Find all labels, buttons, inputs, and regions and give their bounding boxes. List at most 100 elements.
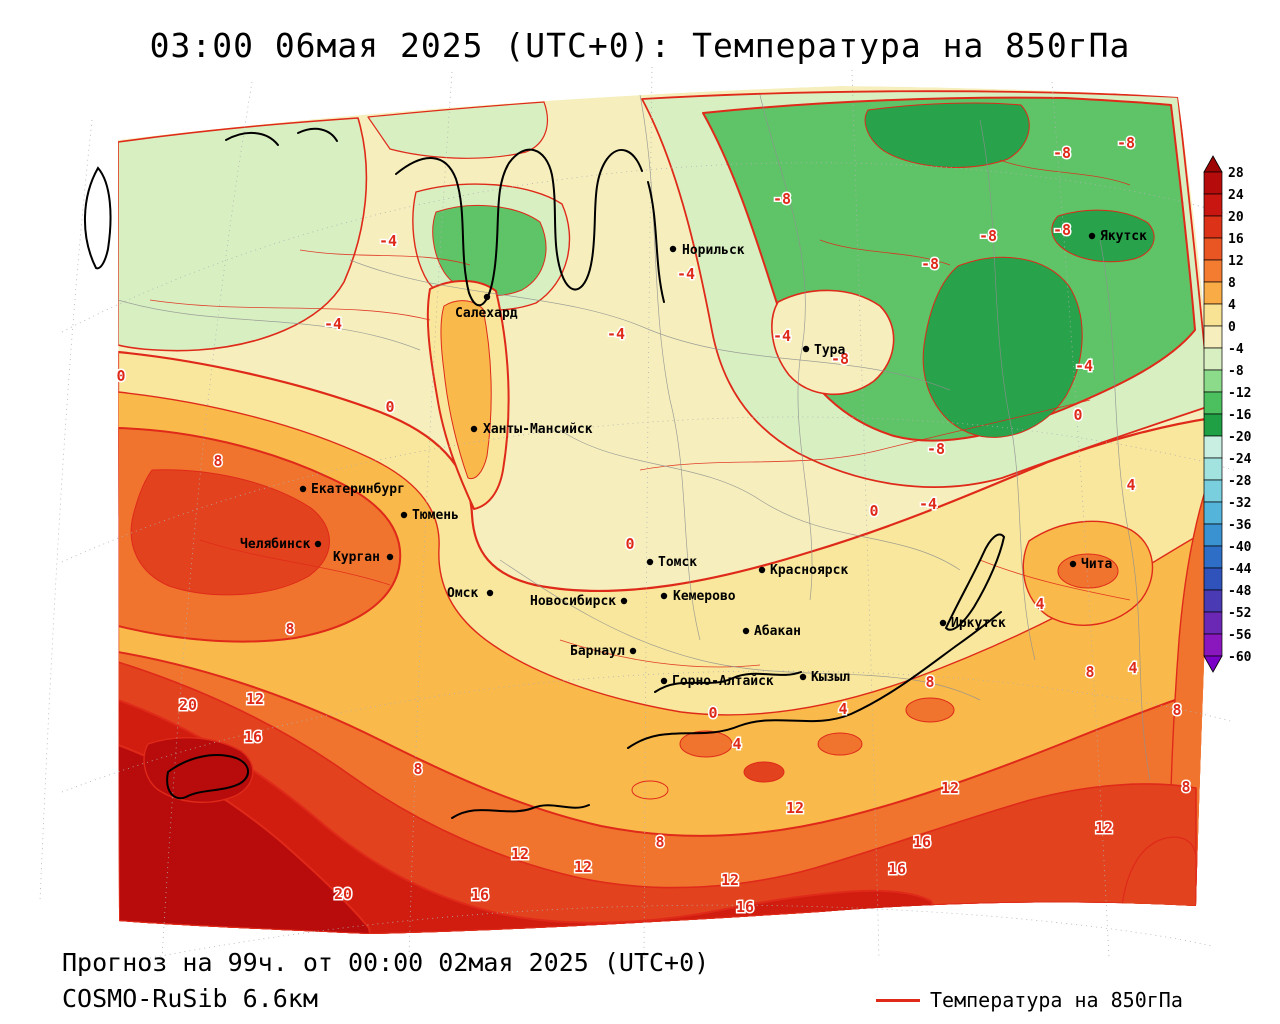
colorbar-tick-label: -36	[1228, 518, 1252, 533]
colorbar-tick-label: -24	[1228, 452, 1252, 467]
colorbar-cell	[1203, 567, 1223, 591]
contour-value-label: -4	[919, 495, 937, 513]
city-label: Омск	[447, 586, 478, 601]
colorbar-arrow-top	[1203, 155, 1223, 173]
city-dot	[660, 592, 668, 600]
colorbar-cell	[1203, 193, 1223, 217]
colorbar-tick-label: 12	[1228, 254, 1244, 269]
city-label: Якутск	[1100, 229, 1147, 244]
city-label: Иркутск	[951, 616, 1006, 631]
colorbar-tick-label: -28	[1228, 474, 1252, 489]
contour-value-label: 0	[869, 502, 878, 520]
contour-value-label: -8	[773, 190, 791, 208]
colorbar-tick-label: -12	[1228, 386, 1251, 401]
city-dot	[483, 293, 491, 301]
contour-value-label: 12	[511, 845, 529, 863]
contour-value-label: 0	[385, 398, 394, 416]
contour-value-label: 12	[786, 799, 804, 817]
contour-value-label: 12	[941, 779, 959, 797]
forecast-info: Прогноз на 99ч. от 00:00 02мая 2025 (UTC…	[62, 948, 710, 977]
colorbar-cell	[1203, 589, 1223, 613]
contour-value-label: 8	[1085, 663, 1094, 681]
temp-blob-altai-2	[743, 761, 785, 783]
contour-value-label: 4	[1126, 476, 1135, 494]
city-label: Красноярск	[770, 563, 848, 578]
city-dot	[742, 627, 750, 635]
city-label: Норильск	[682, 243, 745, 258]
colorbar-cell	[1203, 611, 1223, 635]
temp-band-dark-green-c	[1051, 209, 1155, 263]
contour-value-label: -8	[927, 440, 945, 458]
contour-value-label: 16	[888, 860, 906, 878]
geographic-features	[83, 127, 1006, 819]
city-label: Салехард	[455, 306, 518, 321]
city-dot	[669, 245, 677, 253]
temp-band-dark-green-a	[864, 102, 1030, 168]
colorbar-tick-label: 24	[1228, 188, 1244, 203]
state-border-mongolia	[627, 611, 1002, 749]
temp-blob-altai-4	[905, 697, 955, 723]
colorbar-arrow-bottom	[1203, 655, 1223, 673]
colorbar-tick-label: 8	[1228, 276, 1236, 291]
contour-value-label: -4	[324, 315, 342, 333]
temp-blob-darkred-balkhash	[143, 736, 254, 804]
city-label: Курган	[333, 550, 380, 565]
graticule-grid	[39, 66, 1235, 959]
colorbar-cell	[1203, 479, 1223, 503]
contour-value-label: 0	[1073, 406, 1082, 424]
colorbar-tick-label: -60	[1228, 650, 1252, 665]
model-info: COSMO-RuSib 6.6км	[62, 984, 318, 1013]
city-dot	[470, 425, 478, 433]
arctic-island-2	[297, 127, 338, 142]
temp-blob-altai-1	[679, 730, 733, 758]
city-dot	[660, 677, 668, 685]
temp-hole-cream-tura	[771, 289, 895, 396]
contour-value-label: 4	[732, 735, 741, 753]
contour-value-label: 20	[179, 696, 197, 714]
contour-value-label: 4	[838, 700, 847, 718]
city-dot	[386, 553, 394, 561]
city-label: Челябинск	[240, 537, 311, 552]
contour-value-label: 16	[471, 886, 489, 904]
city-dot	[799, 673, 807, 681]
temp-tongue-gold-ob	[440, 300, 492, 480]
contour-value-label: 16	[244, 728, 262, 746]
colorbar-tick-label: 0	[1228, 320, 1236, 335]
colorbar-tick-label: -48	[1228, 584, 1252, 599]
colorbar-cell	[1203, 435, 1223, 459]
contour-value-label: 0	[625, 535, 634, 553]
city-dot	[802, 345, 810, 353]
colorbar-tick-label: -4	[1228, 342, 1244, 357]
city-label: Тюмень	[412, 508, 459, 523]
city-dot	[1069, 560, 1077, 568]
contour-value-label: -8	[979, 227, 997, 245]
city-dot	[646, 558, 654, 566]
colorbar-cell	[1203, 633, 1223, 657]
city-dot	[1088, 232, 1096, 240]
contour-value-label: 8	[925, 673, 934, 691]
admin-boundaries	[118, 94, 1151, 781]
city-label: Екатеринбург	[311, 482, 405, 497]
city-label: Томск	[658, 555, 697, 570]
colorbar-cell	[1203, 369, 1223, 393]
colorbar-tick-label: -40	[1228, 540, 1252, 555]
city-dot	[620, 597, 628, 605]
contour-value-label: 4	[1035, 595, 1044, 613]
map-title: 03:00 06мая 2025 (UTC+0): Температура на…	[149, 26, 1131, 65]
contour-value-label: -8	[1053, 221, 1071, 239]
city-dot	[314, 540, 322, 548]
contour-value-label: 4	[1128, 659, 1137, 677]
colorbar-tick-label: -8	[1228, 364, 1244, 379]
legend-line-sample	[876, 998, 920, 1002]
legend-label: Температура на 850гПа	[930, 988, 1183, 1012]
colorbar-tick-label: -44	[1228, 562, 1252, 577]
contour-value-label: 12	[246, 690, 264, 708]
city-label: Тура	[814, 343, 845, 358]
contour-value-label: 12	[721, 871, 739, 889]
contour-value-label: 16	[913, 833, 931, 851]
contour-value-label: -4	[677, 265, 695, 283]
colorbar-cell	[1203, 237, 1223, 261]
contour-value-label: 8	[285, 620, 294, 638]
colorbar-cell	[1203, 259, 1223, 283]
contour-value-label: -8	[921, 255, 939, 273]
